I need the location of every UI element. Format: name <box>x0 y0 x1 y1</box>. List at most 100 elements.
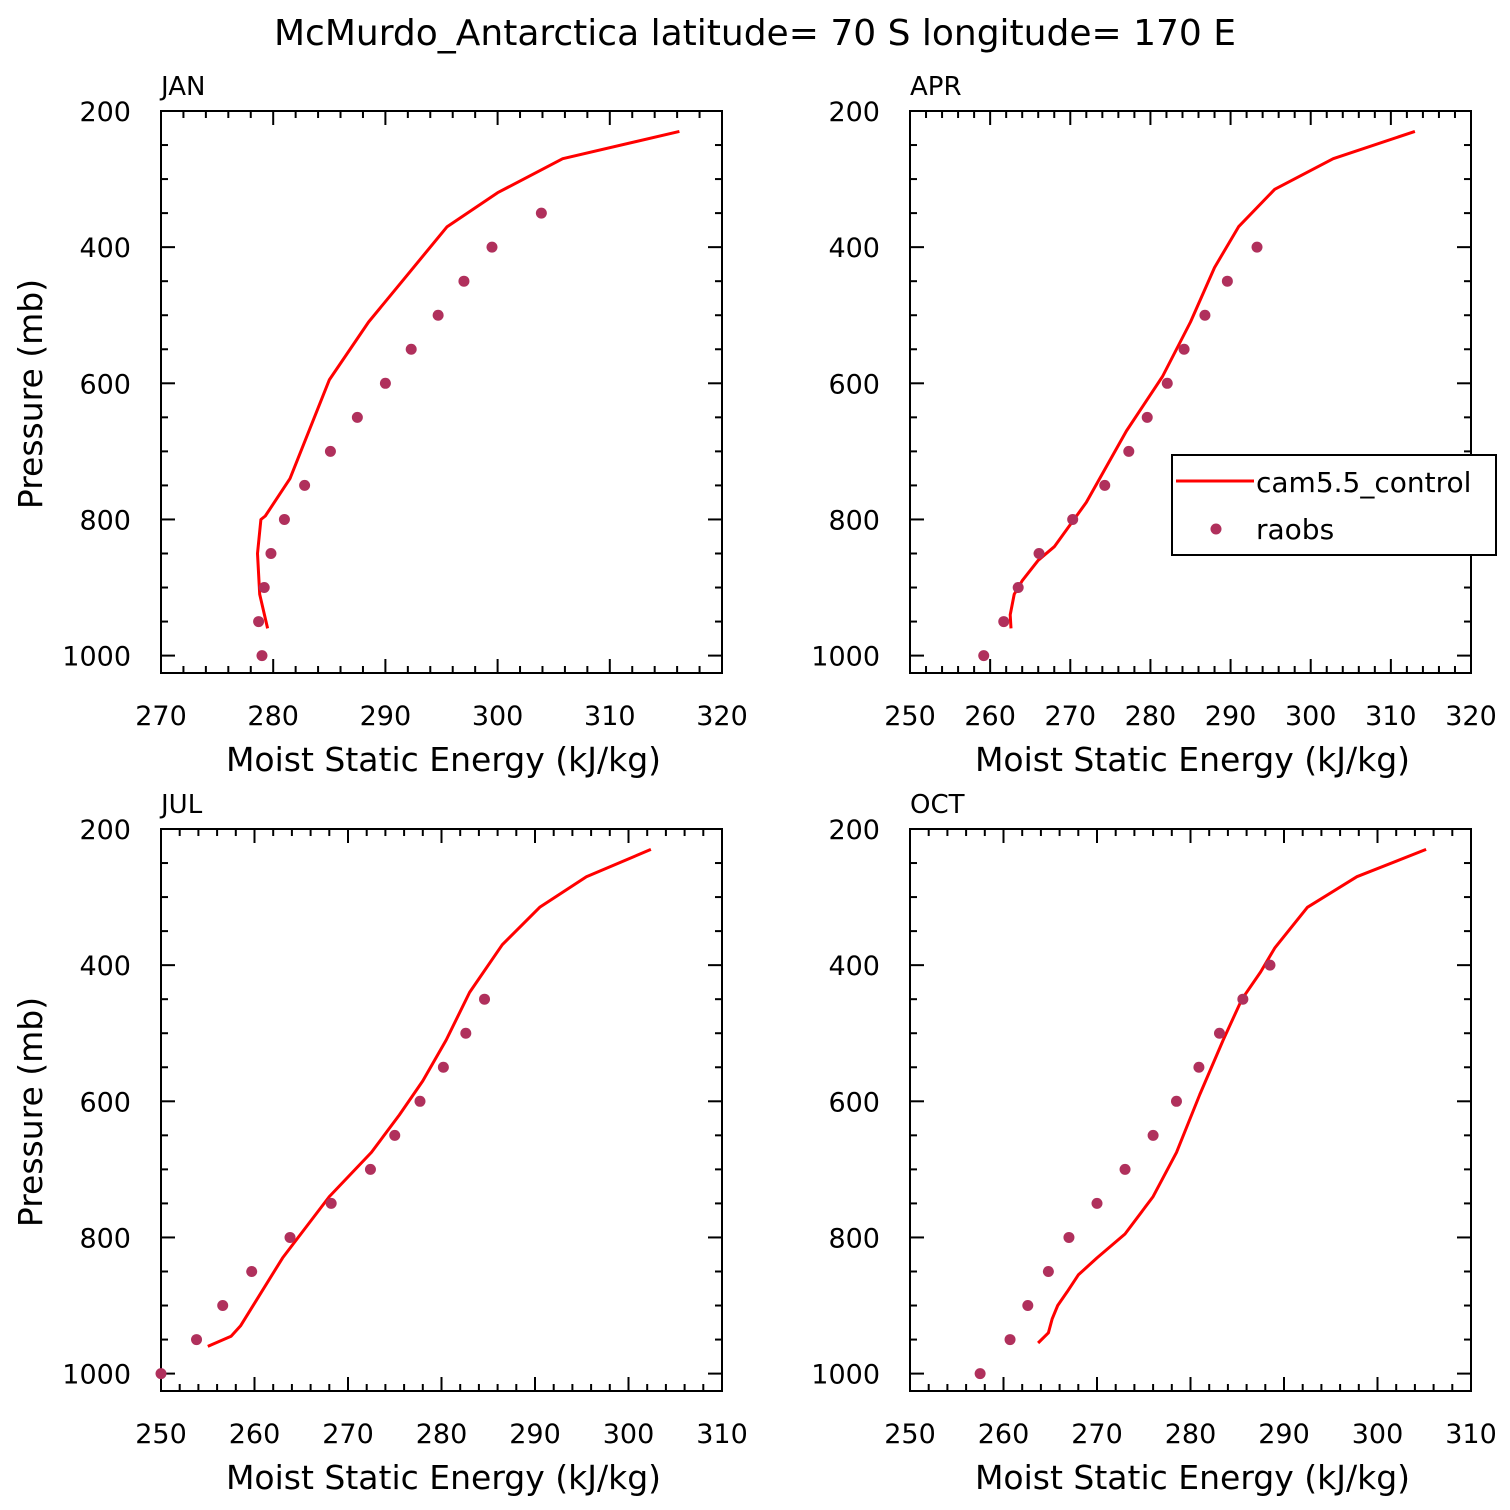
legend-dot-swatch <box>1210 523 1222 535</box>
raobs-point <box>351 411 363 423</box>
y-tick-label: 600 <box>828 369 880 400</box>
series-line-cam5.5-control <box>1037 848 1427 1345</box>
raobs-point <box>414 1095 426 1107</box>
legend-line-label: cam5.5_control <box>1256 466 1471 499</box>
x-tick-label: 300 <box>603 1419 655 1450</box>
raobs-point <box>1123 445 1135 457</box>
raobs-point <box>535 207 547 219</box>
y-axis-label: Pressure (mb) <box>11 279 50 509</box>
x-tick-label: 270 <box>1045 701 1097 732</box>
x-tick-label: 250 <box>135 1419 187 1450</box>
x-axis-label: Moist Static Energy (kJ/kg) <box>975 1458 1410 1497</box>
raobs-point <box>1099 479 1111 491</box>
legend-box <box>1171 454 1497 556</box>
raobs-point <box>1213 1027 1225 1039</box>
y-tick-label: 1000 <box>811 1360 880 1391</box>
y-tick-label: 800 <box>828 505 880 536</box>
raobs-point <box>1161 377 1173 389</box>
x-tick-label: 280 <box>1125 701 1177 732</box>
raobs-point <box>284 1231 296 1243</box>
raobs-point <box>1033 547 1045 559</box>
panels: JAN 270 280 290 300 310 320 200 400 600 800 1000 Moi… <box>11 72 1497 1497</box>
figure-title: McMurdo_Antarctica latitude= 70 S longit… <box>274 13 1236 54</box>
raobs-point <box>1251 241 1263 253</box>
raobs-point <box>379 377 391 389</box>
raobs-point <box>432 309 444 321</box>
panel-oct: OCT 250 260 270 280 290 300 310 200 400 600 800 1000… <box>811 790 1496 1497</box>
raobs-point <box>191 1334 203 1346</box>
raobs-point <box>258 582 270 594</box>
raobs-point <box>1178 343 1190 355</box>
raobs-point <box>1022 1300 1034 1312</box>
raobs-point <box>1221 275 1233 287</box>
panel-jan: JAN 270 280 290 300 310 320 200 400 600 800 1000 Moi… <box>11 72 748 779</box>
x-tick-label: 310 <box>696 1419 748 1450</box>
x-axis-label: Moist Static Energy (kJ/kg) <box>975 740 1410 779</box>
raobs-point <box>1170 1095 1182 1107</box>
raobs-point <box>1264 959 1276 971</box>
raobs-point <box>256 650 268 662</box>
raobs-point <box>974 1368 986 1380</box>
x-tick-label: 320 <box>1445 701 1497 732</box>
y-tick-label: 200 <box>828 815 880 846</box>
raobs-point <box>1063 1231 1075 1243</box>
raobs-point <box>1237 993 1249 1005</box>
raobs-point <box>1004 1334 1016 1346</box>
x-tick-label: 270 <box>1071 1419 1123 1450</box>
y-tick-label: 1000 <box>811 642 880 673</box>
y-tick-label: 400 <box>828 233 880 264</box>
legend: cam5.5_control raobs <box>1171 454 1497 556</box>
panel-label: OCT <box>910 790 965 820</box>
raobs-point <box>389 1129 401 1141</box>
raobs-point <box>460 1027 472 1039</box>
x-tick-label: 280 <box>416 1419 468 1450</box>
raobs-point <box>217 1300 229 1312</box>
y-tick-label: 400 <box>79 951 131 982</box>
x-tick-label: 270 <box>322 1419 374 1450</box>
x-tick-label: 290 <box>509 1419 561 1450</box>
raobs-point <box>1091 1197 1103 1209</box>
y-tick-label: 400 <box>79 233 131 264</box>
x-tick-label: 290 <box>1205 701 1257 732</box>
raobs-point <box>1193 1061 1205 1073</box>
plot-frame <box>909 110 1472 674</box>
raobs-point <box>486 241 498 253</box>
panel-jul: JUL 250 260 270 280 290 300 310 200 400 600 800 1000… <box>11 790 748 1497</box>
raobs-point <box>324 445 336 457</box>
panel-label: JAN <box>159 72 205 102</box>
raobs-point <box>998 616 1010 628</box>
y-tick-label: 600 <box>79 369 131 400</box>
raobs-point <box>325 1197 337 1209</box>
y-axis-label: Pressure (mb) <box>11 997 50 1227</box>
x-tick-label: 250 <box>884 701 936 732</box>
raobs-point <box>278 513 290 525</box>
raobs-point <box>1199 309 1211 321</box>
x-tick-label: 310 <box>1445 1419 1497 1450</box>
raobs-point <box>1042 1265 1054 1277</box>
y-tick-label: 200 <box>828 97 880 128</box>
raobs-point <box>1119 1163 1131 1175</box>
raobs-point <box>299 479 311 491</box>
y-tick-label: 600 <box>79 1087 131 1118</box>
raobs-point <box>978 650 990 662</box>
raobs-point <box>246 1265 258 1277</box>
series-line-cam5.5-control <box>207 848 652 1348</box>
x-tick-label: 300 <box>1285 701 1337 732</box>
raobs-point <box>405 343 417 355</box>
x-tick-label: 290 <box>1258 1419 1310 1450</box>
x-tick-label: 270 <box>135 701 187 732</box>
raobs-point <box>253 616 265 628</box>
x-tick-label: 300 <box>472 701 524 732</box>
plot-frame <box>160 110 723 674</box>
plot-frame <box>909 828 1472 1392</box>
x-tick-label: 260 <box>964 701 1016 732</box>
raobs-point <box>1067 513 1079 525</box>
series-line-cam5.5-control <box>256 129 680 629</box>
panel-label: APR <box>910 72 962 102</box>
raobs-point <box>1147 1129 1159 1141</box>
y-tick-label: 800 <box>79 1223 131 1254</box>
raobs-point <box>265 547 277 559</box>
x-tick-label: 250 <box>884 1419 936 1450</box>
x-tick-label: 310 <box>584 701 636 732</box>
raobs-point <box>1141 411 1153 423</box>
